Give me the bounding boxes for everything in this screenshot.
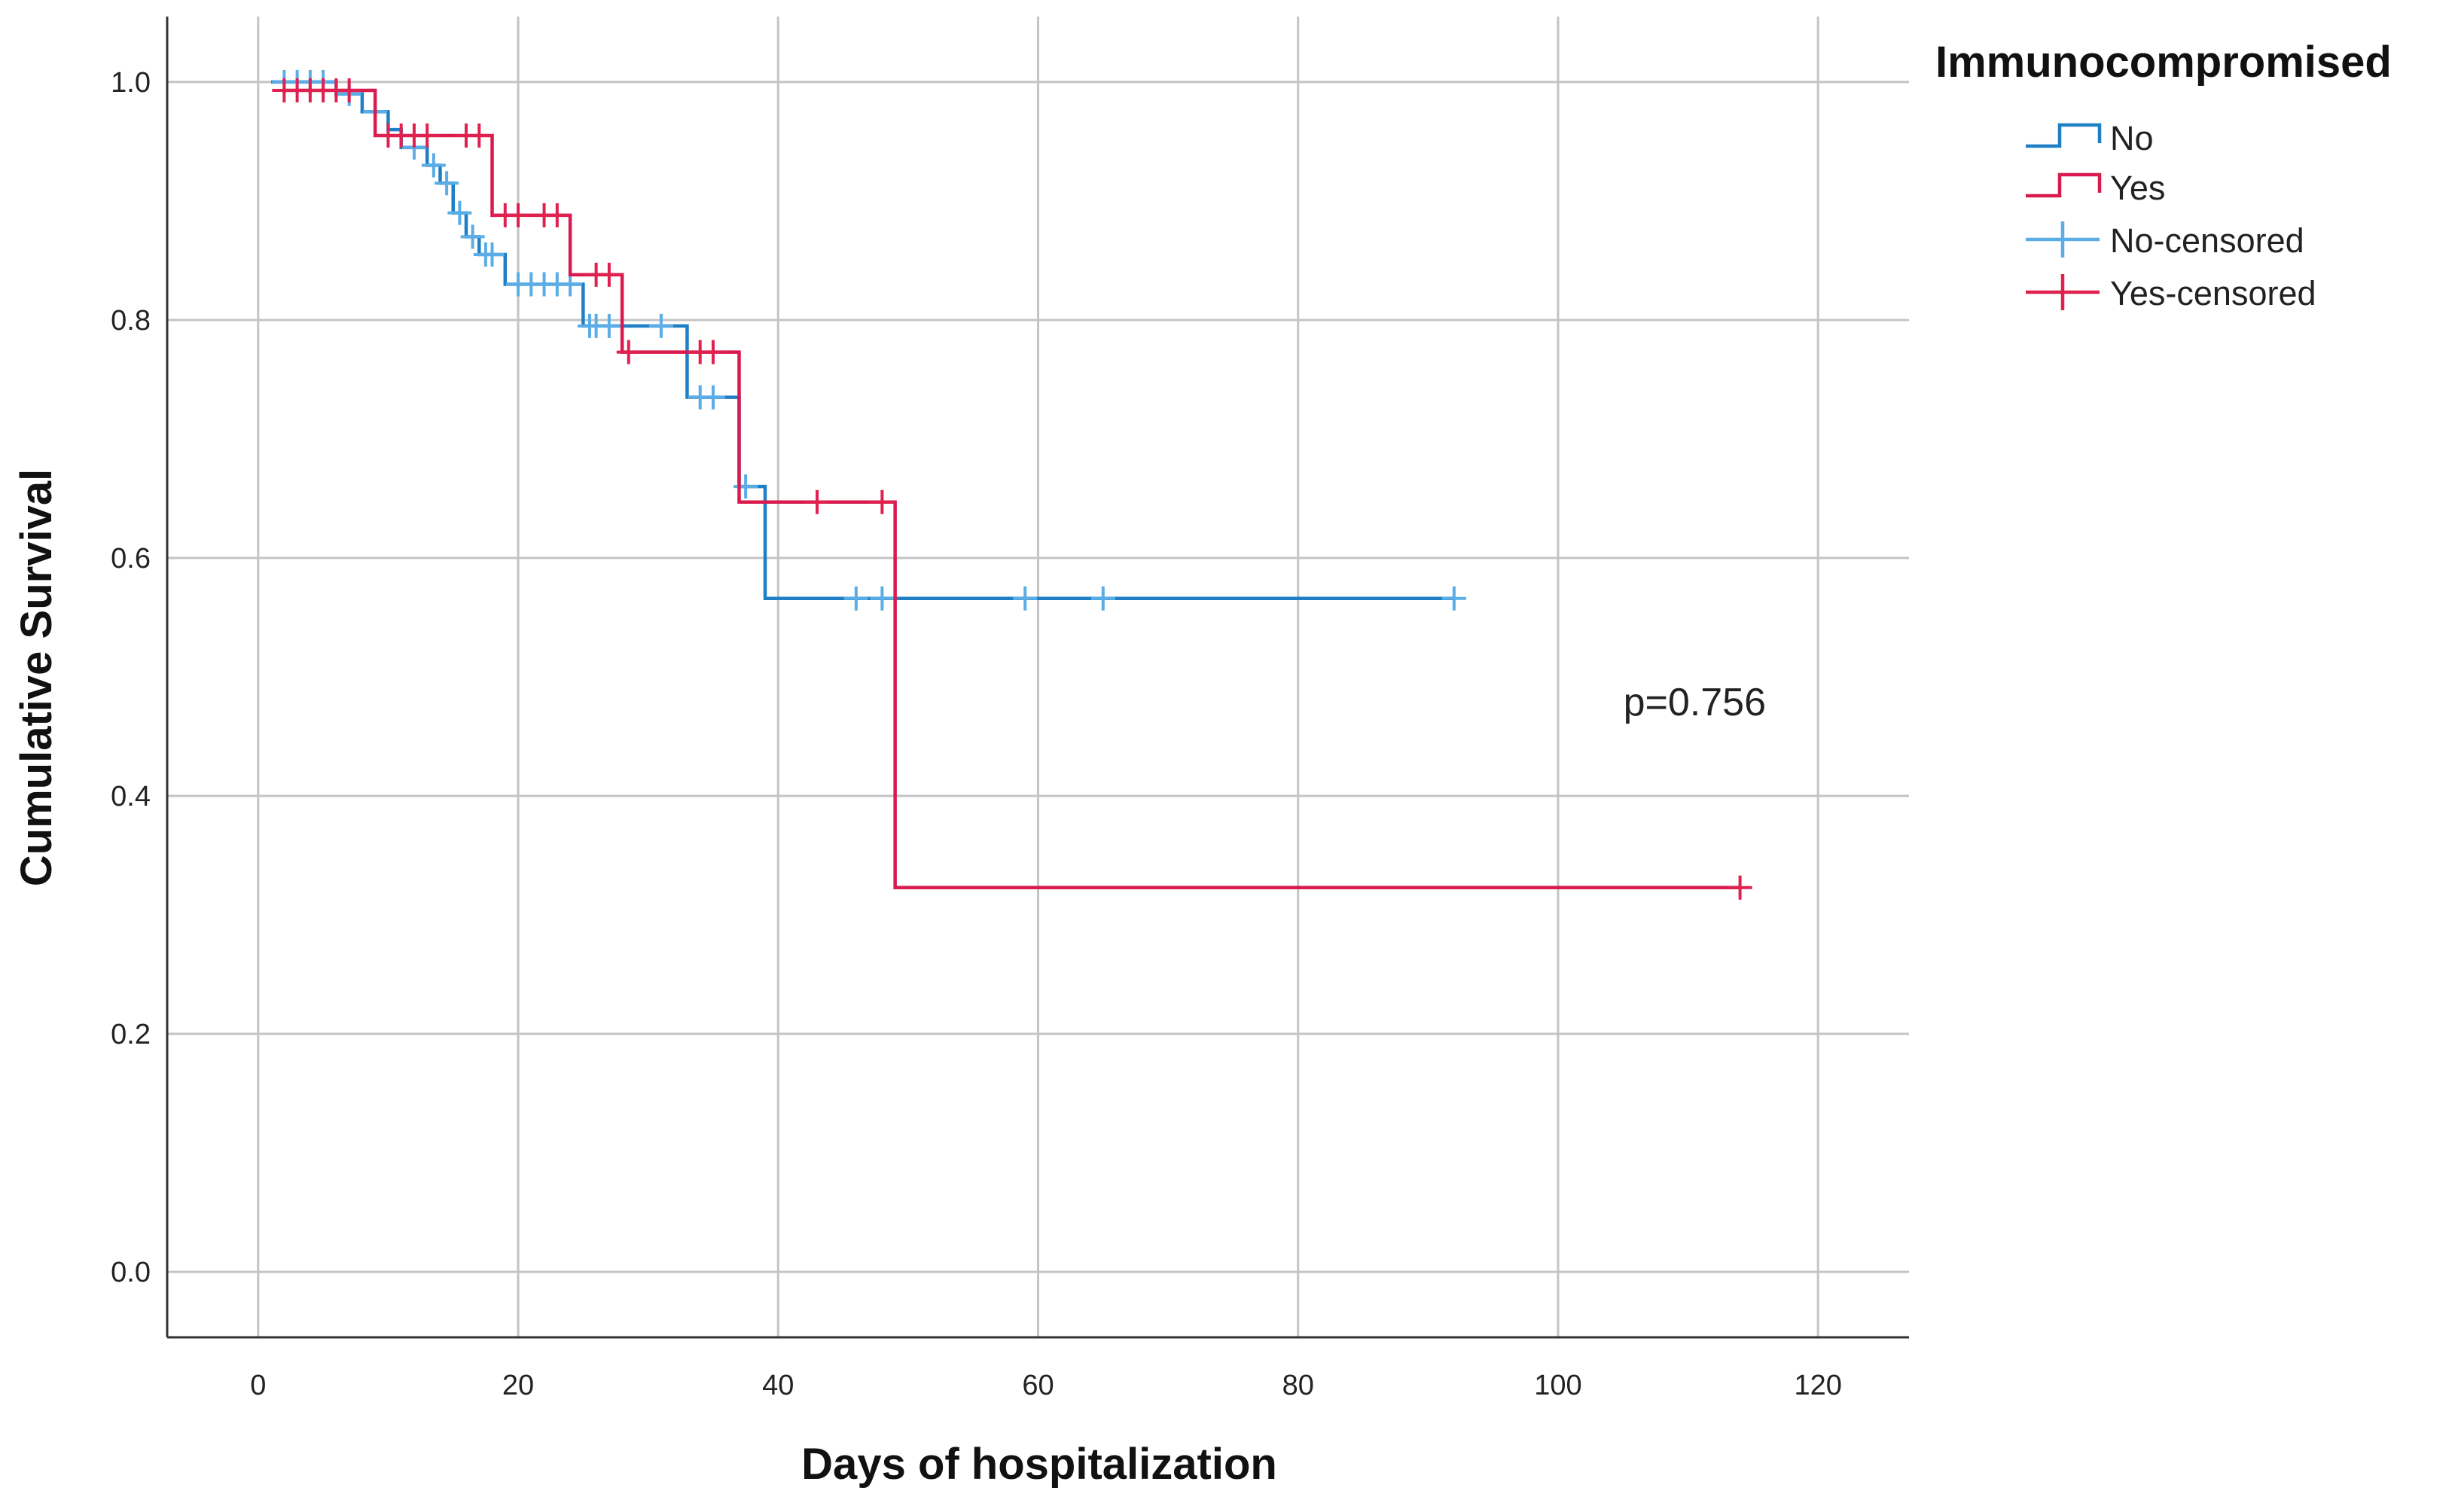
censor-mark-no xyxy=(435,171,459,196)
x-tick-label: 100 xyxy=(1534,1370,1581,1401)
legend-items: No Yes No-censored Yes-censored xyxy=(2026,119,2316,312)
series xyxy=(271,69,1752,900)
censor-mark-yes xyxy=(337,78,361,102)
legend-label: Yes-censored xyxy=(2110,274,2316,312)
legend-censor-swatch xyxy=(2026,221,2100,258)
censor-mark-yes xyxy=(506,203,531,227)
censor-mark-yes xyxy=(870,489,895,514)
tick-labels: 0 20 40 60 80 100 120 0.0 0.2 0.4 0.6 0.8 1.0 xyxy=(111,67,1842,1401)
y-tick-label: 0.0 xyxy=(111,1257,151,1288)
censor-mark-yes xyxy=(1728,875,1752,900)
censor-mark-yes xyxy=(544,203,569,227)
censor-mark-yes xyxy=(415,123,440,148)
x-tick-label: 0 xyxy=(250,1370,266,1401)
censor-mark-no xyxy=(421,153,446,178)
legend-step-swatch xyxy=(2026,123,2102,148)
censor-mark-no xyxy=(870,586,895,611)
legend-item-yes-censored: Yes-censored xyxy=(2026,274,2316,312)
x-tick-label: 20 xyxy=(502,1370,534,1401)
legend-item-no-censored: No-censored xyxy=(2026,221,2304,260)
axes xyxy=(166,17,1909,1339)
y-axis-title: Cumulative Survival xyxy=(12,469,61,886)
censor-mark-yes xyxy=(616,340,641,364)
censor-mark-no xyxy=(447,200,472,225)
y-tick-label: 0.4 xyxy=(111,781,151,812)
y-tick-label: 0.8 xyxy=(111,305,151,337)
legend: Immunocompromised No Yes No-censored Yes-ce… xyxy=(1935,38,2392,312)
censor-mark-no xyxy=(1013,586,1038,611)
censor-mark-no xyxy=(1090,586,1115,611)
legend-title: Immunocompromised xyxy=(1935,38,2392,87)
series-yes xyxy=(272,78,1752,900)
legend-label: No-censored xyxy=(2110,221,2304,260)
p-value-annotation: p=0.756 xyxy=(1624,681,1766,724)
y-tick-label: 0.6 xyxy=(111,543,151,575)
x-tick-label: 120 xyxy=(1794,1370,1841,1401)
x-axis-title: Days of hospitalization xyxy=(801,1440,1277,1489)
censor-mark-yes xyxy=(805,489,830,514)
censor-mark-no xyxy=(843,586,868,611)
x-tick-label: 80 xyxy=(1282,1370,1314,1401)
censor-mark-no xyxy=(648,313,673,338)
censor-mark-no xyxy=(480,242,505,267)
censor-mark-yes xyxy=(596,262,621,287)
censor-mark-yes xyxy=(700,340,725,364)
x-tick-label: 40 xyxy=(762,1370,794,1401)
y-tick-label: 1.0 xyxy=(111,67,151,99)
censor-mark-yes xyxy=(467,123,492,148)
censor-mark-no xyxy=(596,313,621,338)
censor-mark-no xyxy=(460,224,485,249)
censor-mark-no xyxy=(700,385,725,410)
legend-label: Yes xyxy=(2110,169,2165,207)
legend-censor-swatch xyxy=(2026,274,2100,310)
x-tick-label: 60 xyxy=(1022,1370,1054,1401)
censor-mark-no xyxy=(1441,586,1466,611)
legend-label: No xyxy=(2110,119,2154,157)
legend-step-swatch xyxy=(2026,172,2102,198)
y-tick-label: 0.2 xyxy=(111,1019,151,1050)
legend-item-no: No xyxy=(2026,119,2154,157)
grid xyxy=(167,17,1909,1337)
legend-item-yes: Yes xyxy=(2026,169,2165,207)
